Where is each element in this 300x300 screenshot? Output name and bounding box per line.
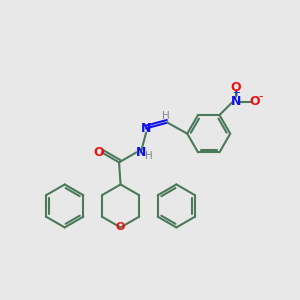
- Text: O: O: [231, 81, 241, 94]
- Text: N: N: [136, 146, 146, 159]
- Text: O: O: [249, 95, 260, 108]
- Text: H: H: [162, 111, 170, 121]
- Text: N: N: [231, 95, 241, 108]
- Text: +: +: [232, 88, 240, 98]
- Text: O: O: [94, 146, 104, 159]
- Text: -: -: [258, 90, 263, 103]
- Text: O: O: [116, 222, 125, 233]
- Text: N: N: [141, 122, 152, 135]
- Text: H: H: [145, 151, 153, 161]
